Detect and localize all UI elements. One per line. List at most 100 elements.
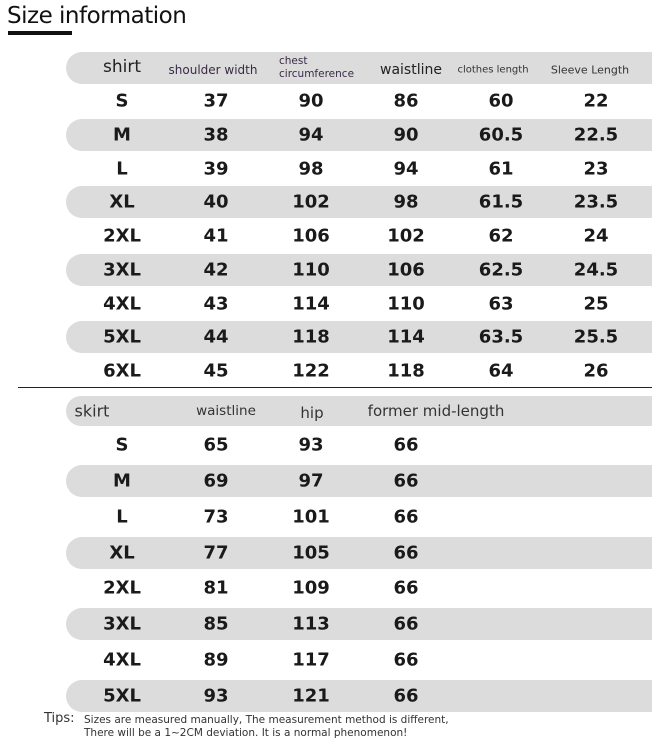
row-band — [66, 608, 652, 641]
table-cell: 98 — [393, 191, 419, 213]
column-header: waistline — [196, 403, 256, 419]
table-cell: 65 — [203, 434, 229, 456]
table-cell: 64 — [488, 360, 514, 382]
table-cell: 73 — [203, 506, 229, 528]
section-divider — [18, 387, 652, 388]
table-cell: 24 — [583, 225, 609, 247]
row-band — [66, 186, 652, 219]
table-cell: 66 — [393, 542, 419, 564]
table-cell: 62 — [488, 225, 514, 247]
size-label: 2XL — [103, 577, 141, 599]
table-cell: 85 — [203, 613, 229, 635]
table-cell: 43 — [203, 293, 229, 314]
table-cell: 61.5 — [478, 191, 524, 213]
row-band — [66, 321, 652, 354]
table-cell: 110 — [292, 259, 330, 281]
row-band — [66, 679, 652, 712]
column-header: shirt — [102, 57, 142, 77]
table-cell: 60.5 — [478, 124, 524, 146]
table-cell: 69 — [203, 470, 229, 492]
table-cell: 45 — [203, 360, 229, 382]
tips-line-1: Sizes are measured manually, The measure… — [84, 714, 449, 726]
table-cell: 22.5 — [573, 124, 619, 146]
size-label: 4XL — [103, 293, 141, 314]
tips-label: Tips: — [44, 711, 75, 726]
table-cell: 63 — [488, 293, 514, 314]
table-cell: 44 — [203, 326, 229, 348]
table-cell: 66 — [393, 613, 419, 635]
table-cell: 113 — [292, 613, 330, 635]
table-cell: 97 — [298, 470, 324, 492]
table-cell: 102 — [292, 191, 330, 213]
table-cell: 90 — [298, 90, 324, 112]
row-band — [66, 118, 652, 151]
column-header: shoulder width — [168, 63, 258, 77]
table-cell: 66 — [393, 434, 419, 456]
table-cell: 81 — [203, 577, 229, 599]
table-cell: 90 — [393, 124, 419, 146]
table-cell: 118 — [387, 360, 425, 382]
table-cell: 121 — [292, 685, 330, 707]
column-header: skirt — [74, 401, 110, 421]
size-label: 4XL — [103, 649, 141, 671]
table-cell: 105 — [292, 542, 330, 564]
table-cell: 106 — [292, 225, 330, 247]
size-label: XL — [109, 542, 135, 564]
size-label: 5XL — [103, 685, 141, 707]
table-cell: 117 — [292, 649, 330, 671]
table-cell: 101 — [292, 506, 330, 528]
table-cell: 93 — [203, 685, 229, 707]
table-cell: 37 — [203, 90, 229, 112]
table-cell: 66 — [393, 577, 419, 599]
table-cell: 66 — [393, 649, 419, 671]
row-band — [66, 464, 652, 497]
table-cell: 60 — [488, 90, 514, 112]
table-cell: 40 — [203, 191, 229, 213]
table-cell: 66 — [393, 470, 419, 492]
tips-line-2: There will be a 1~2CM deviation. It is a… — [84, 727, 408, 739]
title-underline — [8, 31, 72, 35]
table-cell: 94 — [393, 158, 419, 179]
table-cell: 41 — [203, 225, 229, 247]
size-label: L — [116, 158, 128, 179]
table-cell: 114 — [387, 326, 425, 348]
table-cell: 118 — [292, 326, 330, 348]
size-label: 3XL — [103, 613, 141, 635]
tips-text: Sizes are measured manually, The measure… — [84, 714, 449, 740]
size-label: S — [115, 434, 129, 456]
size-label: 6XL — [103, 360, 141, 382]
size-label: 2XL — [103, 225, 141, 247]
column-header: hip — [300, 404, 324, 422]
table-cell: 93 — [298, 434, 324, 456]
page-title: Size information — [7, 3, 187, 29]
table-cell: 38 — [203, 124, 229, 146]
table-cell: 114 — [292, 293, 330, 314]
table-cell: 66 — [393, 685, 419, 707]
size-label: 3XL — [103, 259, 141, 281]
table-cell: 94 — [298, 124, 324, 146]
header-band — [66, 52, 652, 84]
column-header: Sleeve Length — [550, 63, 630, 77]
row-band — [66, 536, 652, 569]
table-cell: 23.5 — [573, 191, 619, 213]
table-cell: 102 — [387, 225, 425, 247]
size-label: M — [113, 470, 131, 492]
row-band — [66, 253, 652, 286]
column-header: chest circumference — [279, 55, 355, 80]
table-cell: 86 — [393, 90, 419, 112]
table-cell: 25.5 — [573, 326, 619, 348]
table-cell: 89 — [203, 649, 229, 671]
column-header: former mid-length — [367, 402, 505, 420]
table-cell: 77 — [203, 542, 229, 564]
table-cell: 24.5 — [573, 259, 619, 281]
table-cell: 23 — [583, 158, 609, 179]
table-cell: 66 — [393, 506, 419, 528]
size-label: 5XL — [103, 326, 141, 348]
column-header: waistline — [380, 62, 442, 78]
size-label: M — [113, 124, 131, 146]
table-cell: 25 — [583, 293, 609, 314]
table-cell: 62.5 — [478, 259, 524, 281]
size-label: XL — [109, 191, 135, 213]
table-cell: 110 — [387, 293, 425, 314]
